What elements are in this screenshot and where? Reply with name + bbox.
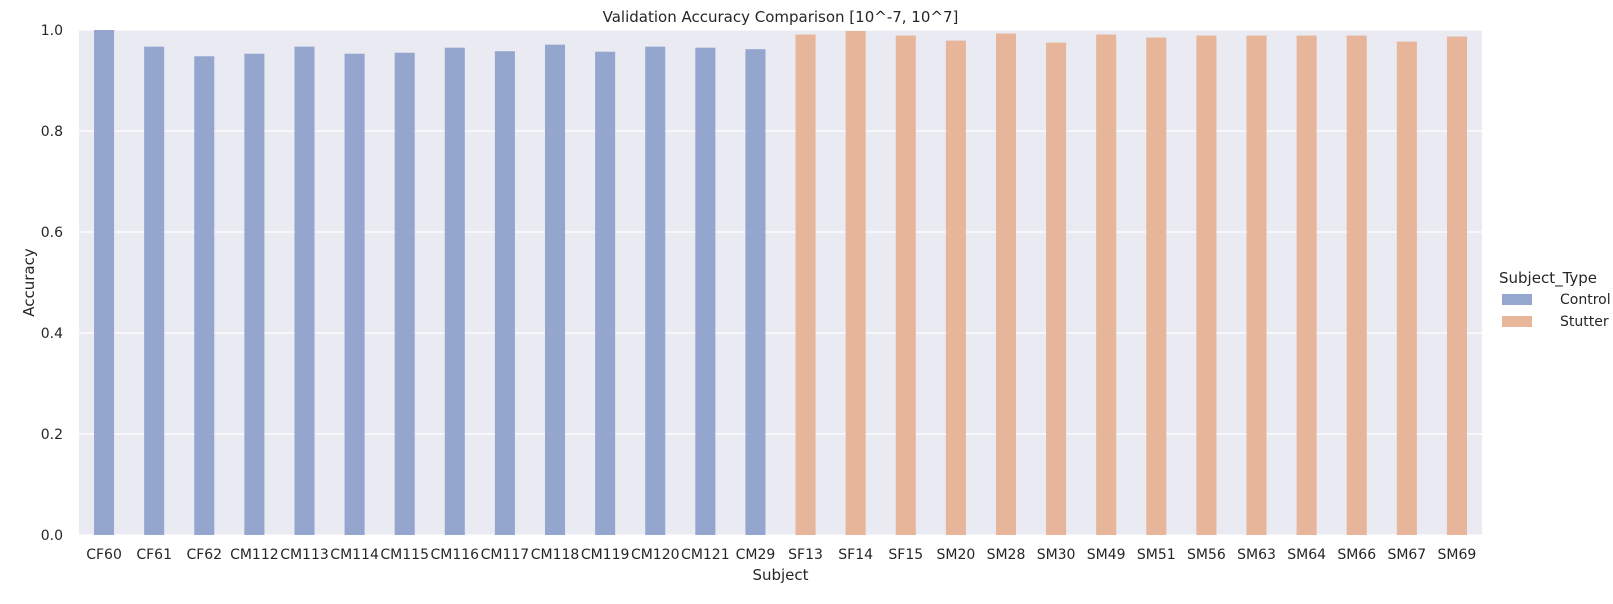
- y-tick-label: 0.2: [41, 427, 63, 443]
- bar-stutter-sm30: [1046, 42, 1067, 535]
- bar-control-cf60: [94, 30, 115, 535]
- bar-stutter-sm28: [995, 33, 1017, 535]
- bar-control-cm121: [695, 47, 716, 536]
- x-axis-label: Subject: [752, 566, 808, 584]
- x-tick-label: CM113: [280, 547, 329, 563]
- bar-control-cm120: [645, 46, 666, 535]
- y-tick-label: 1.0: [41, 23, 63, 39]
- y-axis-label: Accuracy: [20, 248, 38, 317]
- chart-title: Validation Accuracy Comparison [10^-7, 1…: [603, 8, 959, 26]
- x-tick-label: SM28: [987, 547, 1026, 563]
- bar-stutter-sm63: [1246, 35, 1267, 536]
- x-tick-label: CM29: [736, 547, 776, 563]
- x-tick-label: SM64: [1287, 547, 1326, 563]
- legend-swatch-control: [1502, 294, 1532, 305]
- bar-stutter-sf14: [845, 31, 866, 535]
- x-tick-label: SF13: [788, 547, 823, 563]
- x-tick-label: SM49: [1087, 547, 1126, 563]
- bar-stutter-sm51: [1146, 37, 1167, 535]
- x-tick-label: CM119: [581, 547, 630, 563]
- x-tick-label: SM51: [1137, 547, 1176, 563]
- x-tick-label: CM114: [330, 547, 379, 563]
- x-tick-label: SM67: [1387, 547, 1426, 563]
- x-tick-label: SM69: [1438, 547, 1477, 563]
- bar-stutter-sf13: [795, 34, 816, 536]
- bar-control-cf61: [144, 46, 165, 535]
- legend-label-control: Control: [1560, 292, 1611, 308]
- bar-stutter-sm20: [945, 40, 966, 535]
- bar-stutter-sm67: [1396, 41, 1417, 536]
- x-tick-labels: CF60 CF61 CF62 CM112 CM113 CM114 CM115 CM116 CM1…: [86, 547, 1476, 563]
- x-tick-label: CM116: [431, 547, 480, 563]
- x-tick-label: SF15: [888, 547, 923, 563]
- x-tick-label: CM117: [481, 547, 530, 563]
- bar-stutter-sm66: [1346, 35, 1367, 536]
- bar-control-cm29: [745, 49, 766, 535]
- x-tick-label: SM56: [1187, 547, 1226, 563]
- x-tick-label: CM118: [531, 547, 580, 563]
- bar-control-cm118: [544, 44, 566, 536]
- x-tick-label: SM63: [1237, 547, 1276, 563]
- bar-control-cm117: [494, 51, 515, 536]
- y-tick-label: 0.4: [41, 326, 63, 342]
- legend-swatch-stutter: [1502, 316, 1532, 327]
- bar-control-cm114: [344, 53, 365, 536]
- x-tick-label: CF62: [186, 547, 222, 563]
- x-tick-label: CF61: [136, 547, 172, 563]
- plot-background: [79, 30, 1482, 535]
- x-tick-label: CM112: [230, 547, 279, 563]
- x-tick-label: SM66: [1337, 547, 1376, 563]
- y-tick-label: 0.0: [41, 528, 63, 544]
- legend: Subject_Type Control Stutter: [1499, 269, 1611, 330]
- x-tick-label: SM20: [936, 547, 975, 563]
- bar-stutter-sm56: [1196, 35, 1217, 536]
- bar-stutter-sf15: [895, 35, 916, 536]
- y-tick-label: 0.8: [41, 124, 63, 140]
- legend-title: Subject_Type: [1499, 269, 1597, 288]
- legend-label-stutter: Stutter: [1560, 314, 1609, 330]
- bar-stutter-sm69: [1446, 36, 1467, 535]
- bar-control-cf62: [194, 56, 215, 535]
- bar-control-cm115: [394, 52, 415, 535]
- x-tick-label: CF60: [86, 547, 122, 563]
- bars: [94, 30, 1467, 536]
- bar-control-cm116: [444, 47, 465, 536]
- y-tick-labels: 0.0 0.2 0.4 0.6 0.8 1.0: [41, 23, 63, 544]
- bar-control-cm119: [595, 51, 616, 536]
- y-tick-label: 0.6: [41, 225, 63, 241]
- x-tick-label: CM120: [631, 547, 680, 563]
- bar-control-cm112: [244, 53, 265, 536]
- bar-stutter-sm64: [1296, 35, 1317, 536]
- x-tick-label: CM121: [681, 547, 730, 563]
- bar-stutter-sm49: [1096, 34, 1117, 536]
- bar-control-cm113: [294, 46, 315, 535]
- x-tick-label: CM115: [380, 547, 429, 563]
- x-tick-label: SM30: [1037, 547, 1076, 563]
- x-tick-label: SF14: [838, 547, 873, 563]
